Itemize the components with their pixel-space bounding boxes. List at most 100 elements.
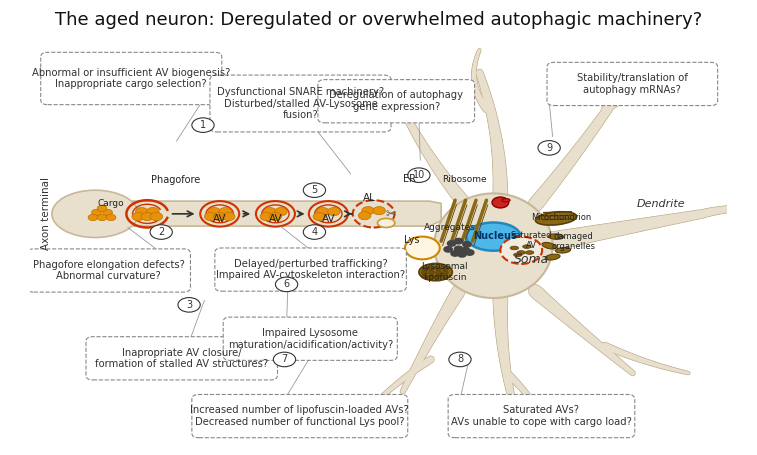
Text: 2: 2 (158, 227, 164, 237)
Circle shape (443, 275, 448, 278)
Text: Nucleus: Nucleus (473, 231, 517, 241)
Text: 3: 3 (186, 300, 192, 310)
FancyBboxPatch shape (26, 249, 191, 292)
Circle shape (256, 201, 295, 227)
Circle shape (428, 267, 435, 270)
Circle shape (269, 212, 282, 221)
Circle shape (304, 225, 326, 239)
Circle shape (132, 212, 145, 221)
Circle shape (454, 246, 463, 252)
Text: 8: 8 (457, 354, 463, 364)
Text: Impaired Lysosome
maturation/acidification/activity?: Impaired Lysosome maturation/acidificati… (228, 328, 393, 349)
Circle shape (443, 267, 448, 270)
FancyBboxPatch shape (223, 317, 397, 360)
Circle shape (147, 207, 159, 216)
Circle shape (328, 207, 340, 216)
Circle shape (463, 242, 471, 247)
Circle shape (451, 251, 459, 256)
Circle shape (443, 271, 448, 274)
Text: Phagofore: Phagofore (151, 175, 200, 185)
Text: Phagofore elongation defects?
Abnormal curvature?: Phagofore elongation defects? Abnormal c… (33, 260, 185, 281)
Circle shape (444, 247, 453, 252)
Circle shape (435, 275, 441, 278)
Circle shape (313, 212, 326, 221)
Circle shape (422, 267, 427, 270)
Text: ✂: ✂ (386, 208, 396, 221)
Circle shape (178, 298, 200, 312)
Circle shape (492, 197, 509, 208)
Circle shape (200, 201, 239, 227)
Circle shape (219, 207, 232, 216)
Circle shape (150, 225, 173, 239)
Circle shape (223, 212, 235, 221)
Text: Abnormal or insufficient AV biogenesis?
Inappropriate cargo selection?: Abnormal or insufficient AV biogenesis? … (32, 68, 230, 89)
Text: 10: 10 (413, 170, 425, 180)
Ellipse shape (535, 212, 577, 225)
Circle shape (405, 237, 440, 259)
FancyBboxPatch shape (448, 394, 635, 438)
Ellipse shape (513, 253, 522, 257)
Ellipse shape (517, 251, 525, 254)
Circle shape (447, 241, 456, 246)
Text: 9: 9 (546, 143, 552, 153)
Circle shape (373, 207, 385, 215)
Text: Deregulation of autophagy
gene expression?: Deregulation of autophagy gene expressio… (329, 91, 463, 112)
Ellipse shape (556, 248, 571, 253)
Text: Dysfunctional SNARE machinery?
Disturbed/stalled AV-Lysosome
fusion?: Dysfunctional SNARE machinery? Disturbed… (217, 87, 384, 120)
Circle shape (97, 205, 107, 212)
Ellipse shape (545, 254, 560, 260)
Ellipse shape (522, 245, 531, 248)
Text: 1: 1 (200, 120, 206, 130)
Text: Dendrite: Dendrite (637, 199, 685, 209)
Circle shape (275, 207, 287, 216)
Text: AV: AV (269, 214, 282, 224)
Text: Lys: Lys (404, 235, 419, 245)
Text: Inapropriate AV closure/
formation of stalled AV structures?: Inapropriate AV closure/ formation of st… (95, 348, 268, 369)
Circle shape (273, 352, 296, 367)
Text: damaged
organelles: damaged organelles (552, 232, 596, 251)
Text: Saturated
AV: Saturated AV (511, 231, 553, 250)
Ellipse shape (52, 190, 139, 238)
Circle shape (362, 207, 374, 215)
Ellipse shape (419, 263, 453, 281)
Text: ER: ER (403, 174, 416, 184)
FancyBboxPatch shape (210, 75, 391, 132)
Ellipse shape (466, 222, 521, 251)
Circle shape (136, 207, 148, 216)
Polygon shape (72, 201, 441, 226)
Text: Lysosomal
lipofuscin: Lysosomal lipofuscin (422, 263, 468, 282)
FancyBboxPatch shape (318, 80, 475, 123)
Circle shape (304, 183, 326, 197)
Circle shape (204, 212, 217, 221)
Text: 5: 5 (311, 185, 317, 195)
Text: Ribosome: Ribosome (442, 175, 487, 184)
Circle shape (538, 141, 560, 155)
Circle shape (92, 209, 101, 216)
Ellipse shape (378, 218, 395, 228)
Ellipse shape (510, 246, 519, 250)
Circle shape (309, 201, 348, 227)
Circle shape (141, 212, 154, 221)
Circle shape (150, 212, 163, 221)
Text: The aged neuron: Deregulated or overwhelmed autophagic machinery?: The aged neuron: Deregulated or overwhel… (55, 11, 702, 30)
Circle shape (316, 207, 329, 216)
Ellipse shape (502, 198, 510, 202)
Text: Cargo: Cargo (98, 199, 124, 208)
Ellipse shape (525, 251, 534, 254)
Circle shape (428, 271, 435, 274)
FancyBboxPatch shape (547, 62, 718, 106)
Circle shape (263, 207, 276, 216)
Circle shape (97, 214, 107, 221)
Ellipse shape (542, 243, 556, 249)
Circle shape (428, 275, 435, 278)
Ellipse shape (548, 234, 564, 239)
Circle shape (422, 271, 427, 274)
Text: Saturated AVs?
AVs unable to cope with cargo load?: Saturated AVs? AVs unable to cope with c… (451, 405, 632, 427)
Text: 4: 4 (311, 227, 317, 237)
Circle shape (466, 250, 474, 255)
Circle shape (213, 212, 226, 221)
Circle shape (192, 118, 214, 132)
FancyBboxPatch shape (41, 52, 222, 105)
Circle shape (435, 267, 441, 270)
Text: AV: AV (213, 214, 226, 224)
